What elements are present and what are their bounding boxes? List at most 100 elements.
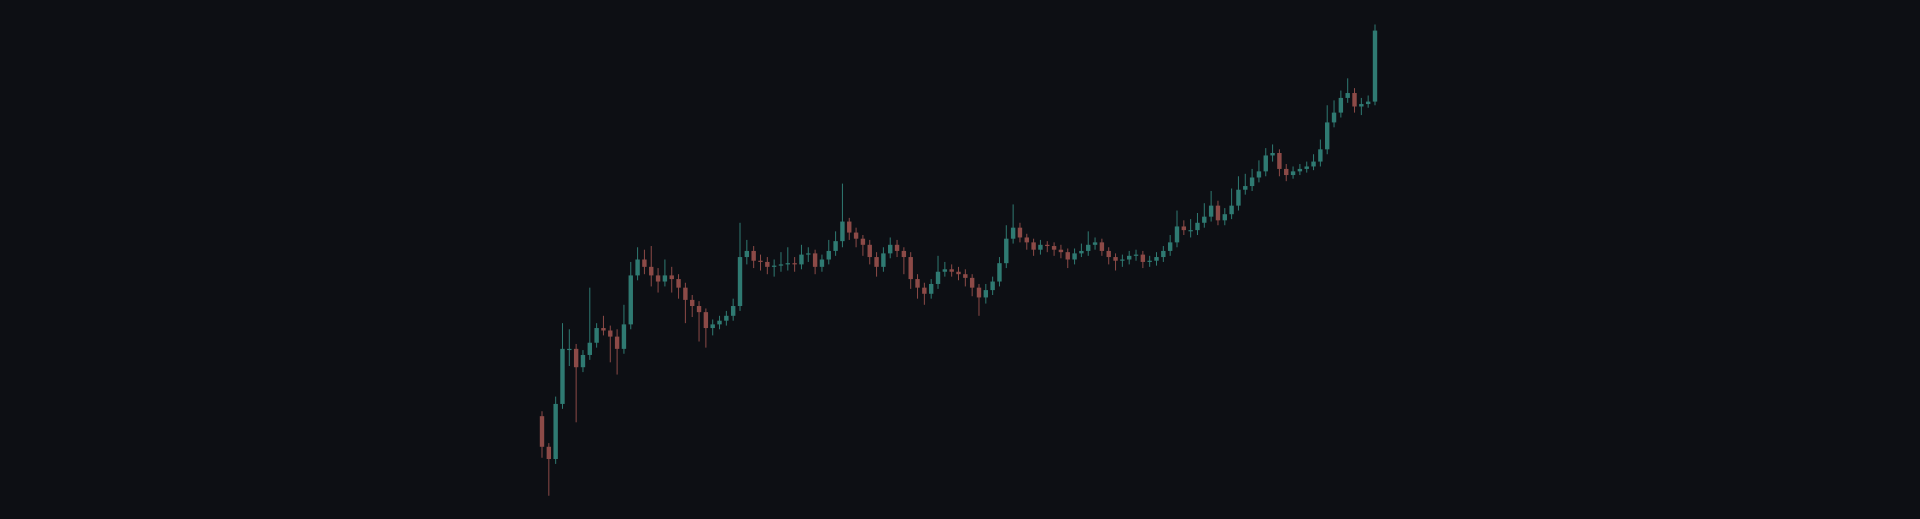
candle-body bbox=[1365, 101, 1371, 105]
candle-body bbox=[621, 324, 627, 349]
candle-body bbox=[1222, 214, 1227, 221]
candle-body bbox=[1215, 205, 1221, 221]
candle-body bbox=[949, 269, 954, 272]
candle-body bbox=[1058, 249, 1064, 253]
candle-body bbox=[683, 287, 688, 300]
candle-body bbox=[1195, 222, 1200, 231]
candle-body bbox=[1113, 257, 1118, 261]
candle-body bbox=[1010, 227, 1016, 239]
candle-body bbox=[751, 250, 756, 261]
candle-body bbox=[1202, 216, 1207, 223]
candle-body bbox=[676, 279, 681, 288]
candle-body bbox=[690, 299, 695, 307]
candle-body bbox=[976, 287, 982, 298]
candle-body bbox=[1188, 230, 1193, 232]
candle-body bbox=[860, 238, 866, 245]
candle-body bbox=[546, 446, 552, 460]
candle-body bbox=[649, 266, 654, 276]
candle-body bbox=[1290, 171, 1296, 176]
candle-body bbox=[1325, 122, 1330, 150]
candle-body bbox=[1031, 242, 1036, 250]
candle-body bbox=[642, 259, 647, 267]
candle-body bbox=[819, 259, 825, 267]
candle-body bbox=[915, 279, 920, 288]
candle-body bbox=[635, 259, 640, 276]
candle-body bbox=[601, 328, 606, 331]
candle-body bbox=[1106, 250, 1111, 258]
candle-body bbox=[1345, 93, 1350, 98]
candle-body bbox=[983, 290, 989, 298]
candle-body bbox=[1017, 227, 1023, 238]
candle-body bbox=[1072, 253, 1077, 260]
candle-body bbox=[553, 403, 558, 460]
candle-body bbox=[826, 250, 831, 260]
candle-body bbox=[1086, 244, 1091, 251]
candle-body bbox=[1304, 166, 1309, 169]
candle-body bbox=[1249, 177, 1255, 187]
candle-body bbox=[1311, 161, 1316, 167]
candle-body bbox=[881, 253, 886, 267]
candle-body bbox=[785, 263, 791, 265]
candle-body bbox=[1038, 244, 1043, 250]
candle-body bbox=[1120, 259, 1125, 261]
candle-body bbox=[1297, 168, 1303, 172]
candle-body bbox=[990, 281, 995, 291]
candle-body bbox=[901, 250, 907, 258]
candle-body bbox=[1024, 237, 1029, 243]
candle-body bbox=[1284, 168, 1289, 176]
candle-body bbox=[1229, 205, 1234, 215]
candle-body bbox=[1318, 149, 1323, 162]
candle-body bbox=[792, 263, 797, 265]
candle-body bbox=[1161, 250, 1166, 258]
candle-body bbox=[1004, 238, 1009, 264]
candle-body bbox=[833, 241, 838, 251]
candle-body bbox=[799, 254, 804, 265]
candle-body bbox=[1079, 250, 1084, 254]
candle-body bbox=[853, 232, 859, 239]
candle-body bbox=[1256, 171, 1262, 178]
candle-body bbox=[888, 244, 893, 254]
candle-body bbox=[717, 320, 722, 325]
candle-body bbox=[710, 324, 715, 329]
candle-body bbox=[894, 244, 900, 251]
candle-body bbox=[956, 271, 961, 275]
candle-body bbox=[1174, 226, 1180, 243]
candle-body bbox=[662, 275, 668, 282]
candle-body bbox=[724, 315, 729, 321]
candle-body bbox=[1277, 153, 1282, 169]
candle-body bbox=[560, 348, 565, 404]
candle-body bbox=[1236, 189, 1241, 206]
candle-body bbox=[771, 265, 777, 267]
candle-body bbox=[1270, 153, 1275, 156]
candle-body bbox=[812, 253, 818, 267]
candle-body bbox=[628, 275, 633, 325]
candle-body bbox=[1352, 93, 1357, 107]
candle-body bbox=[744, 250, 750, 258]
candle-body bbox=[1140, 254, 1146, 262]
candle-body bbox=[778, 264, 784, 266]
candle-body bbox=[567, 348, 572, 351]
candle-body bbox=[928, 283, 934, 294]
candle-body bbox=[1133, 254, 1139, 256]
candle-body bbox=[608, 330, 613, 337]
candle-body bbox=[1359, 104, 1364, 107]
candle-body bbox=[737, 257, 743, 307]
candle-body bbox=[1092, 242, 1098, 245]
candle-body bbox=[1045, 244, 1050, 247]
candle-body bbox=[594, 328, 599, 343]
candle-body bbox=[765, 261, 770, 267]
candle-body bbox=[655, 275, 661, 282]
candle-body bbox=[963, 274, 968, 278]
candle-body bbox=[1051, 246, 1057, 250]
candle-body bbox=[1331, 112, 1337, 123]
candle-body bbox=[614, 336, 620, 349]
candle-body bbox=[1338, 97, 1344, 113]
candle-body bbox=[669, 275, 674, 280]
candle-body bbox=[1243, 186, 1248, 190]
candle-body bbox=[730, 306, 736, 316]
candle-body bbox=[840, 221, 845, 242]
candle-body bbox=[867, 244, 872, 258]
candle-body bbox=[1208, 205, 1214, 217]
